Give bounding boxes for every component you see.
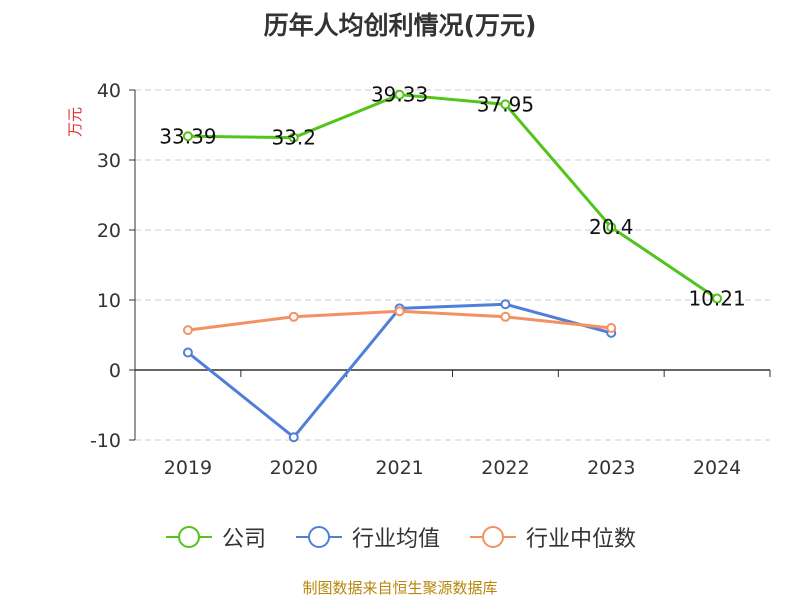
y-axis-label: 万元 [66,107,84,137]
chart-title: 历年人均创利情况(万元) [263,11,537,40]
data-point [288,311,299,322]
source-note: 制图数据来自恒生聚源数据库 [302,579,498,597]
x-tick-label: 2019 [164,457,212,479]
data-point [606,323,617,333]
data-point [182,131,193,142]
legend-marker-icon [470,526,516,548]
x-tick-label: 2023 [587,457,635,479]
line-chart: -10 0 10 20 30 40 2019 2020 2021 2022 2023 2024 33.… [66,80,771,479]
y-tick-label: 40 [97,80,121,102]
x-tick-label: 2021 [375,457,423,479]
y-tick-label: 10 [97,290,121,312]
y-tick-label: -10 [90,430,121,452]
data-label: 33.39 [159,124,216,148]
data-point [712,293,723,304]
data-point [500,299,511,310]
y-tick-label: 0 [109,360,121,382]
legend-marker-icon [165,526,212,548]
x-tick-label: 2024 [693,457,741,479]
data-point [500,311,511,322]
gridlines [135,89,770,441]
axes: -10 0 10 20 30 40 2019 2020 2021 2022 2023 2024 [90,80,771,479]
y-tick-label: 30 [97,150,121,172]
data-point [182,325,193,336]
x-tick-label: 2022 [481,457,529,479]
series-line [187,93,718,300]
data-point [606,222,617,233]
data-label: 10.21 [688,287,745,311]
data-label: 20.4 [589,215,634,239]
data-point [500,99,511,110]
legend-item[interactable]: 行业均值 [294,521,440,553]
data-point [288,132,299,143]
data-point [394,89,405,100]
legend-label: 行业均值 [351,527,440,552]
data-labels: 33.39 33.2 39.33 37.95 20.4 10.21 [159,83,745,311]
data-point [394,306,405,317]
legend-item[interactable]: 公司 [164,521,266,553]
data-label: 33.2 [271,126,316,150]
data-point [288,432,299,443]
legend-item[interactable]: 行业中位数 [468,521,636,553]
data-label: 37.95 [477,92,534,116]
legend-label: 公司 [221,527,266,552]
series-lines [182,89,723,443]
x-tick-label: 2020 [270,457,318,479]
data-point [182,347,193,358]
data-label: 39.33 [371,83,428,107]
y-tick-label: 20 [97,220,121,242]
legend: 公司 行业均值 行业中位数 [0,520,800,554]
legend-label: 行业中位数 [526,527,637,552]
legend-marker-icon [295,526,342,548]
